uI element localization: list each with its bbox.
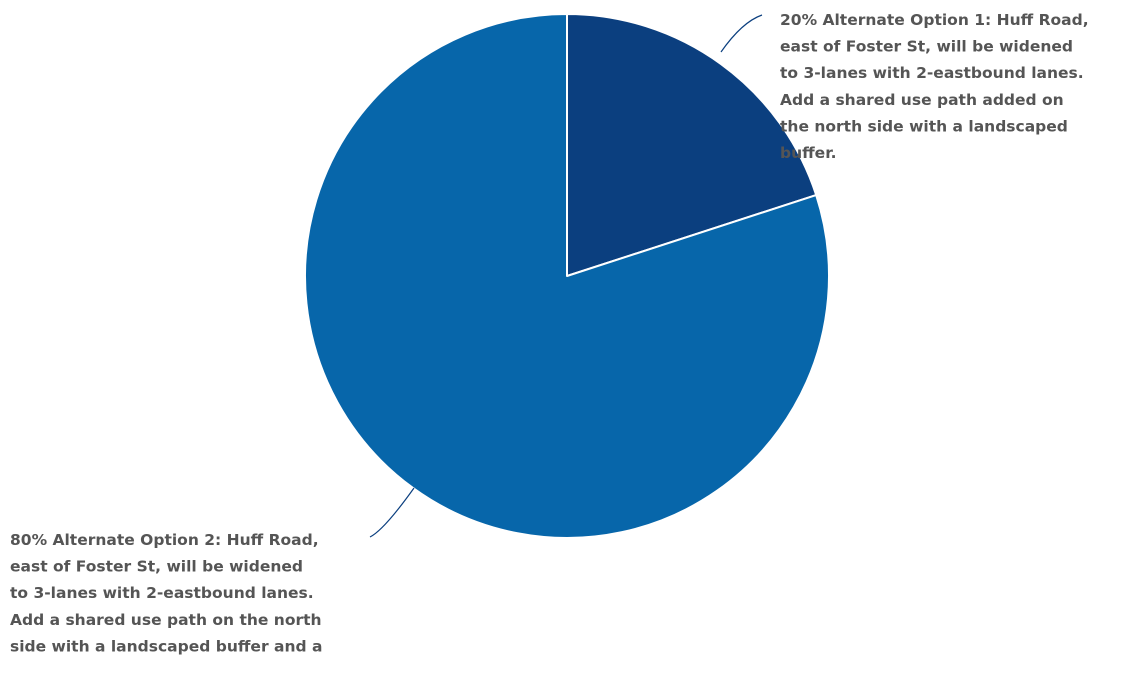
pie-slices xyxy=(304,13,830,539)
pie-slice-2 xyxy=(304,13,830,539)
slice-label-line: to 3-lanes with 2-eastbound lanes. xyxy=(780,64,1084,82)
slice-label-line: east of Foster St, will be widened xyxy=(780,38,1073,56)
slice-label-1: 20% Alternate Option 1: Huff Road, east o… xyxy=(780,11,1089,162)
slice-label-line: to 3-lanes with 2-eastbound lanes. xyxy=(10,584,314,602)
slice-label-line: Add a shared use path added on xyxy=(780,91,1064,109)
slice-label-line: Add a shared use path on the north xyxy=(10,611,322,629)
slice-label-line: buffer. xyxy=(780,144,837,162)
pie-slice-1 xyxy=(566,13,818,277)
slice-label-line: east of Foster St, will be widened xyxy=(10,558,303,576)
slice-label-line: 80% Alternate Option 2: Huff Road, xyxy=(10,531,319,549)
slice-label-line: 20% Alternate Option 1: Huff Road, xyxy=(780,11,1089,29)
leader-line-2 xyxy=(369,487,415,538)
slice-label-line: side with a landscaped buffer and a xyxy=(10,637,322,655)
leader-line-1 xyxy=(720,14,763,53)
slice-label-line: the north side with a landscaped xyxy=(780,117,1068,135)
leader-lines xyxy=(369,14,763,538)
slice-label-2: 80% Alternate Option 2: Huff Road, east o… xyxy=(10,531,322,655)
slice-labels: 20% Alternate Option 1: Huff Road, east o… xyxy=(10,11,1089,655)
